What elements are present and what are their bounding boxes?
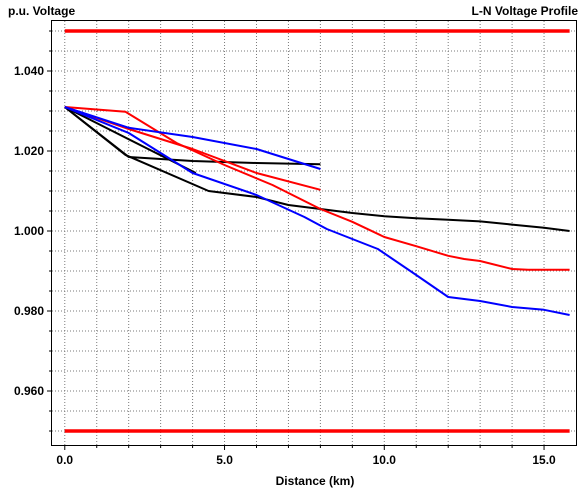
series-line-6 xyxy=(64,106,570,316)
x-tick-labels: 0.0 5.0 10.0 15.0 xyxy=(56,453,556,467)
series-lines xyxy=(64,106,570,316)
series-line-2 xyxy=(64,106,321,166)
series-line-4 xyxy=(64,106,570,271)
axis-ticks xyxy=(47,30,545,450)
x-tick-label: 15.0 xyxy=(532,453,556,467)
y-tick-label: 1.040 xyxy=(14,64,44,78)
series-line-1 xyxy=(64,106,570,232)
chart-title: L-N Voltage Profile xyxy=(472,4,579,18)
y-axis-title: p.u. Voltage xyxy=(8,4,75,18)
y-tick-label: 1.020 xyxy=(14,144,44,158)
limit-lines xyxy=(64,29,570,433)
y-tick-labels: 0.960 0.980 1.000 1.020 1.040 xyxy=(14,64,44,398)
x-tick-label: 5.0 xyxy=(216,453,233,467)
y-tick-label: 0.980 xyxy=(14,304,44,318)
x-tick-label: 0.0 xyxy=(56,453,73,467)
x-tick-label: 10.0 xyxy=(373,453,397,467)
y-tick-label: 1.000 xyxy=(14,224,44,238)
series-line-7 xyxy=(64,106,321,170)
y-tick-label: 0.960 xyxy=(14,384,44,398)
x-axis-title: Distance (km) xyxy=(276,474,355,488)
plot-area xyxy=(51,20,577,446)
